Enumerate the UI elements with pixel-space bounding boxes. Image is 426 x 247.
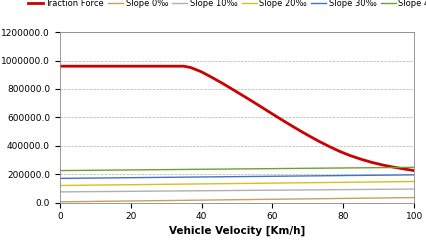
Traction Force <box>146 65 151 68</box>
Traction Force <box>75 65 80 68</box>
Traction Force <box>262 108 267 111</box>
Traction Force <box>400 167 405 170</box>
Traction Force <box>389 165 394 168</box>
Traction Force <box>92 65 98 68</box>
Traction Force <box>294 128 299 131</box>
Traction Force <box>199 70 204 73</box>
Traction Force <box>110 65 115 68</box>
Traction Force <box>326 145 331 148</box>
Traction Force <box>283 121 288 124</box>
Traction Force <box>252 101 257 104</box>
Traction Force <box>220 82 225 85</box>
Traction Force <box>181 65 186 68</box>
Traction Force <box>57 65 62 68</box>
Traction Force <box>188 66 193 69</box>
Traction Force <box>128 65 133 68</box>
Traction Force <box>368 161 373 164</box>
Traction Force <box>305 134 310 137</box>
Line: Traction Force: Traction Force <box>60 66 413 171</box>
Traction Force <box>209 76 214 79</box>
Traction Force <box>241 95 246 98</box>
Legend: Traction Force, Slope 0‰, Slope 10‰, Slope 20‰, Slope 30‰, Slope 40‰: Traction Force, Slope 0‰, Slope 10‰, Slo… <box>28 0 426 8</box>
Traction Force <box>358 158 363 161</box>
Traction Force <box>337 150 342 153</box>
Traction Force <box>411 169 416 172</box>
Traction Force <box>315 140 320 143</box>
Traction Force <box>379 164 384 166</box>
X-axis label: Vehicle Velocity [Km/h]: Vehicle Velocity [Km/h] <box>168 226 305 236</box>
Traction Force <box>230 88 236 91</box>
Traction Force <box>273 115 278 118</box>
Traction Force <box>347 154 352 157</box>
Traction Force <box>163 65 168 68</box>
